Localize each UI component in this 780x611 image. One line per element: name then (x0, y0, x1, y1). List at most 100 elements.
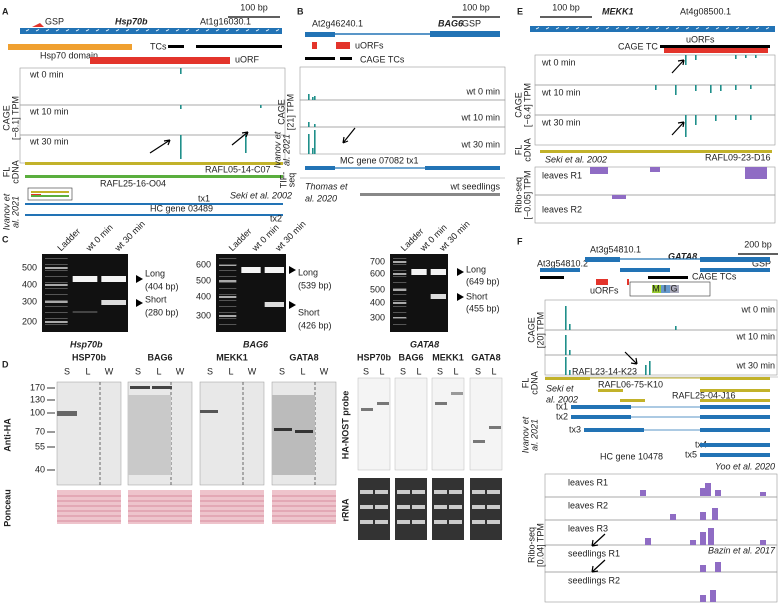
label: cDNA (522, 138, 532, 162)
peak (569, 324, 571, 330)
peak (655, 85, 657, 90)
label: 400 (370, 297, 385, 307)
shape (700, 257, 770, 262)
rrna-band (449, 520, 462, 524)
label: (426 bp) (298, 320, 332, 330)
chevron (545, 27, 550, 30)
blot (357, 377, 391, 471)
label: F (517, 236, 523, 246)
label: RAFL23-14-K23 (572, 366, 637, 376)
rrna-band (360, 520, 373, 524)
shape (650, 167, 660, 172)
label: HSP70b (357, 352, 392, 362)
label: HA-NOST probe (340, 391, 350, 460)
peak (695, 55, 697, 60)
chevron (95, 29, 100, 32)
label: RAFL06-75-K10 (598, 379, 663, 389)
ladder-band (219, 312, 237, 313)
ladder-band (45, 321, 68, 323)
chevron (25, 29, 30, 32)
ponceau-band (57, 500, 121, 502)
label: HC gene 03489 (150, 203, 213, 213)
shape (664, 46, 768, 53)
ladder-band (219, 258, 237, 259)
label: MEKK1 (432, 352, 464, 362)
rrna-band (472, 520, 485, 524)
smear (272, 395, 315, 475)
chevron (225, 29, 230, 32)
chevron (765, 27, 770, 30)
rrna-band (449, 490, 462, 494)
label: wt 10 min (735, 331, 775, 341)
label: 100 (30, 407, 45, 417)
arrow (149, 139, 171, 154)
shape (700, 377, 770, 380)
label: wt 0 min (740, 304, 775, 314)
chevron (585, 27, 590, 30)
ladder-band (393, 288, 407, 289)
ribo-bar (715, 562, 721, 572)
chevron (565, 27, 570, 30)
label: Long (298, 267, 318, 277)
rrna-band (487, 520, 500, 524)
gel (42, 254, 128, 332)
label: CAGE (513, 92, 523, 118)
ladder-band (45, 300, 68, 301)
label: BAG6 (243, 339, 269, 349)
label: al. 2021 (281, 134, 291, 166)
label: Hsp70b (70, 339, 103, 349)
label: 500 (22, 262, 37, 272)
rrna-band (434, 505, 447, 509)
label: D (2, 359, 9, 369)
shape (700, 389, 770, 392)
chevron (135, 29, 140, 32)
label: Seki et al. 2002 (230, 190, 292, 200)
band (295, 430, 313, 433)
peak (308, 94, 310, 100)
shape (360, 193, 500, 196)
label: wt 30 min (273, 219, 308, 254)
shape (312, 42, 317, 49)
peak (314, 96, 316, 100)
band (130, 386, 150, 389)
label: MEKK1 (216, 352, 248, 362)
ladder-band (393, 261, 407, 263)
label: (455 bp) (466, 303, 500, 313)
label: [0.04] TPM (535, 523, 545, 567)
chevron (215, 29, 220, 32)
ladder-band (45, 270, 68, 271)
ladder-band (45, 301, 68, 303)
label: tx3 (569, 424, 581, 434)
label: leaves R3 (568, 523, 608, 533)
ladder-band (393, 302, 407, 304)
peak (312, 148, 314, 154)
label: GATA8 (410, 339, 439, 349)
label: leaves R1 (568, 477, 608, 487)
label: Ivanov et (1, 193, 11, 230)
pointer (457, 268, 464, 301)
chevron (725, 27, 730, 30)
label: BAG6 (438, 18, 464, 28)
band (200, 410, 218, 413)
shape (430, 31, 500, 37)
label: (280 bp) (145, 307, 179, 317)
label: S (437, 366, 443, 376)
track-box (534, 194, 776, 224)
label: Ivanov et (520, 416, 530, 453)
chevron (245, 29, 250, 32)
ribo-bar (760, 492, 766, 496)
peak (645, 365, 647, 375)
label: 400 (196, 291, 211, 301)
label: Ivanov et (272, 131, 282, 168)
ladder-band (219, 280, 237, 282)
label: al. 2021 (10, 196, 20, 228)
shape (700, 405, 770, 409)
peak (755, 55, 757, 58)
label: CAGE TCs (360, 54, 405, 64)
ladder-band (45, 282, 68, 283)
chevron (205, 29, 210, 32)
ponceau-band (57, 510, 121, 512)
rrna-band (434, 520, 447, 524)
ladder-band (45, 267, 68, 269)
